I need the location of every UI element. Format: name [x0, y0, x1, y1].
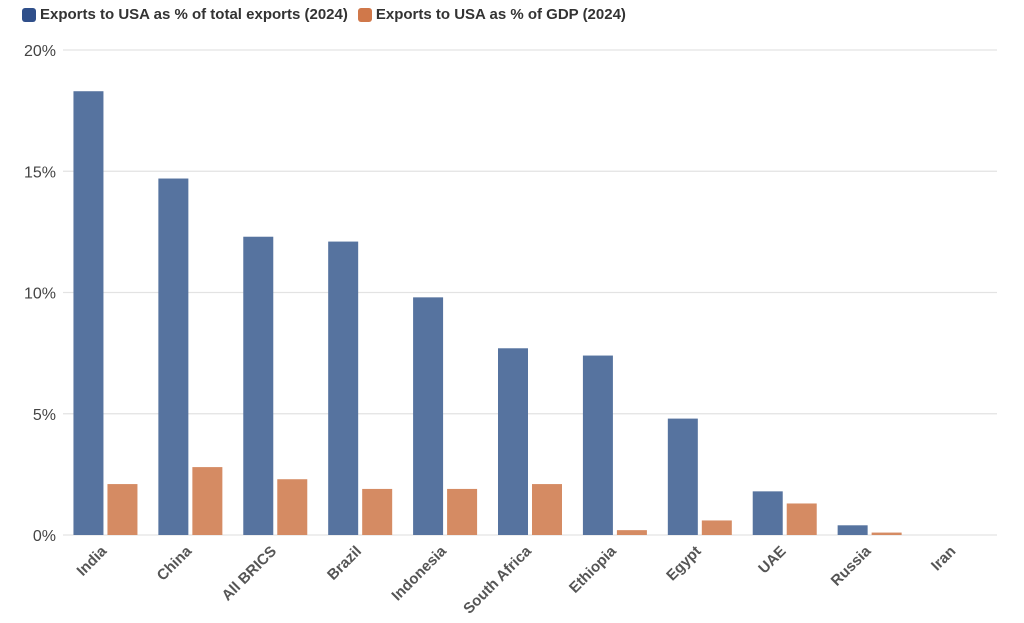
x-tick-label: Indonesia: [388, 542, 450, 604]
bar-total-exports[interactable]: [328, 241, 359, 535]
x-tick-label: Ethiopia: [566, 542, 620, 596]
bar-total-exports[interactable]: [837, 525, 868, 535]
x-tick-label: Brazil: [324, 543, 365, 584]
y-tick-label: 5%: [33, 407, 56, 424]
bar-gdp[interactable]: [277, 479, 308, 535]
x-tick-label: India: [74, 542, 111, 579]
y-tick-label: 10%: [24, 286, 56, 303]
bar-gdp[interactable]: [871, 532, 902, 535]
legend-label-total-exports: Exports to USA as % of total exports (20…: [40, 6, 348, 23]
chart-legend: Exports to USA as % of total exports (20…: [22, 6, 626, 23]
bar-total-exports[interactable]: [158, 178, 189, 535]
legend-label-gdp: Exports to USA as % of GDP (2024): [375, 6, 626, 23]
bar-gdp[interactable]: [532, 484, 562, 535]
x-tick-label: UAE: [755, 543, 789, 577]
bar-total-exports[interactable]: [243, 236, 274, 535]
y-tick-label: 15%: [24, 164, 56, 181]
x-tick-label: China: [154, 542, 196, 584]
bar-gdp[interactable]: [362, 488, 393, 535]
x-tick-label: Egypt: [663, 543, 704, 584]
bar-total-exports[interactable]: [582, 355, 613, 535]
x-tick-label: Russia: [828, 542, 875, 589]
bar-total-exports[interactable]: [752, 491, 783, 535]
legend-swatch-gdp: [357, 7, 372, 22]
legend-swatch-total-exports: [22, 7, 36, 22]
x-tick-label: Iran: [928, 543, 959, 574]
y-tick-label: 0%: [33, 528, 56, 545]
bar-gdp[interactable]: [701, 520, 732, 535]
bar-gdp[interactable]: [447, 488, 478, 535]
legend-item-total-exports[interactable]: Exports to USA as % of total exports (20…: [22, 6, 348, 23]
bar-gdp[interactable]: [192, 467, 223, 535]
bar-total-exports[interactable]: [498, 348, 528, 535]
bar-total-exports[interactable]: [667, 418, 698, 535]
legend-item-gdp[interactable]: Exports to USA as % of GDP (2024): [357, 6, 626, 23]
y-tick-label: 20%: [24, 43, 56, 60]
bar-total-exports[interactable]: [73, 91, 104, 535]
x-tick-label: All BRICS: [219, 543, 281, 605]
bar-gdp[interactable]: [616, 530, 647, 535]
bar-gdp[interactable]: [107, 484, 138, 535]
bar-total-exports[interactable]: [413, 297, 444, 535]
bar-gdp[interactable]: [786, 503, 817, 535]
x-tick-label: South Africa: [460, 542, 535, 617]
